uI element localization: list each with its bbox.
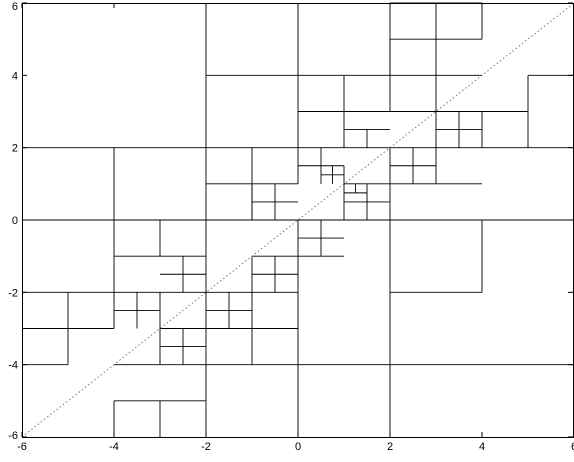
y-axis: -6 -4 -2 0 2 4 6 — [8, 1, 573, 442]
y-tick-label: -2 — [8, 287, 18, 299]
x-tick-label: -4 — [109, 441, 119, 453]
y-tick-label: 4 — [12, 70, 18, 82]
y-tick-label: 6 — [12, 1, 18, 13]
y-tick-label: -4 — [8, 360, 18, 372]
x-tick-label: 4 — [479, 441, 485, 453]
y-tick-label: 2 — [12, 143, 18, 155]
x-tick-label: -6 — [17, 441, 27, 453]
x-tick-label: 0 — [295, 441, 301, 453]
x-tick-label: -2 — [201, 441, 211, 453]
x-tick-label: 2 — [387, 441, 393, 453]
y-tick-label: -6 — [8, 430, 18, 442]
diagonal-line — [21, 2, 574, 438]
x-tick-label: 6 — [571, 441, 574, 453]
y-tick-label: 0 — [12, 215, 18, 227]
partition-lines — [22, 2, 574, 437]
x-axis: -6 -4 -2 0 2 4 6 — [17, 3, 574, 453]
